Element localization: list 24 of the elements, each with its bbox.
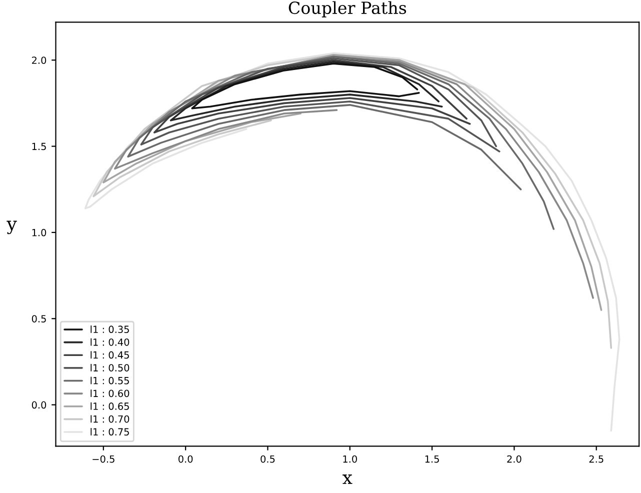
x-tick-label: 0.0 <box>178 455 193 463</box>
x-tick-label: 0.5 <box>260 455 275 463</box>
legend-label: l1 : 0.70 <box>90 415 130 423</box>
x-tick-label: 1.0 <box>343 455 357 463</box>
x-tick-label: −0.5 <box>92 455 114 463</box>
legend-label: l1 : 0.60 <box>90 390 130 398</box>
x-tick-label: 2.0 <box>507 455 522 463</box>
legend-label: l1 : 0.75 <box>90 428 129 436</box>
x-axis-title: x <box>342 474 352 484</box>
y-tick-label: 0.0 <box>32 401 46 409</box>
x-tick-label: 2.5 <box>589 455 604 463</box>
chart-title: Coupler Paths <box>288 1 406 18</box>
legend-label: l1 : 0.35 <box>90 326 129 334</box>
y-axis-title: y <box>6 220 17 234</box>
legend-label: l1 : 0.55 <box>90 376 129 384</box>
y-tick-label: 0.5 <box>32 315 46 322</box>
legend-label: l1 : 0.50 <box>90 364 130 372</box>
y-tick-label: 1.0 <box>32 228 46 236</box>
legend-label: l1 : 0.65 <box>90 402 129 410</box>
x-tick-label: 1.5 <box>425 455 439 463</box>
y-tick-label: 2.0 <box>32 56 46 64</box>
legend-label: l1 : 0.45 <box>90 351 129 359</box>
y-tick-label: 1.5 <box>32 142 46 150</box>
legend-label: l1 : 0.40 <box>90 338 130 346</box>
